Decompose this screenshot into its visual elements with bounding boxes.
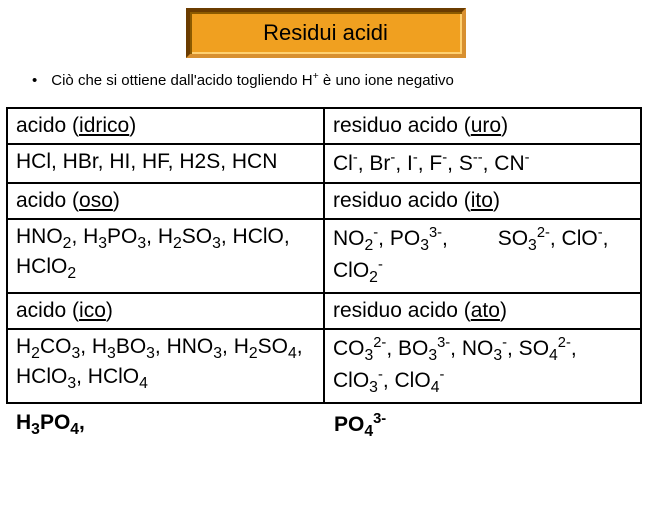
- body-acido-ico: H2CO3, H3BO3, HNO3, H2SO4, HClO3, HClO4: [7, 329, 324, 403]
- hdr-residuo-ato: residuo acido (ato): [324, 293, 641, 329]
- extra-row: H3PO4, PO43-: [6, 404, 642, 444]
- extra-right: PO43-: [324, 404, 642, 444]
- acid-residue-table: acido (idrico) residuo acido (uro) HCl, …: [6, 107, 642, 404]
- body-residuo-uro: Cl-, Br-, I-, F-, S--, CN-: [324, 144, 641, 182]
- extra-left: H3PO4,: [6, 404, 324, 444]
- hdr-acido-oso: acido (oso): [7, 183, 324, 219]
- hdr-acido-ico: acido (ico): [7, 293, 324, 329]
- hdr-residuo-ito: residuo acido (ito): [324, 183, 641, 219]
- bullet-note: Ciò che si ottiene dall'acido togliendo …: [32, 70, 647, 89]
- body-residuo-ato: CO32-, BO33-, NO3-, SO42-, ClO3-, ClO4-: [324, 329, 641, 403]
- body-acido-oso: HNO2, H3PO3, H2SO3, HClO, HClO2: [7, 219, 324, 293]
- body-residuo-ito: NO2-, PO33-, SO32-, ClO-, ClO2-: [324, 219, 641, 293]
- hdr-acido-idrico: acido (idrico): [7, 108, 324, 144]
- body-acido-idrico: HCl, HBr, HI, HF, H2S, HCN: [7, 144, 324, 182]
- title-panel: Residui acidi: [186, 8, 466, 58]
- title-text: Residui acidi: [263, 20, 388, 45]
- hdr-residuo-uro: residuo acido (uro): [324, 108, 641, 144]
